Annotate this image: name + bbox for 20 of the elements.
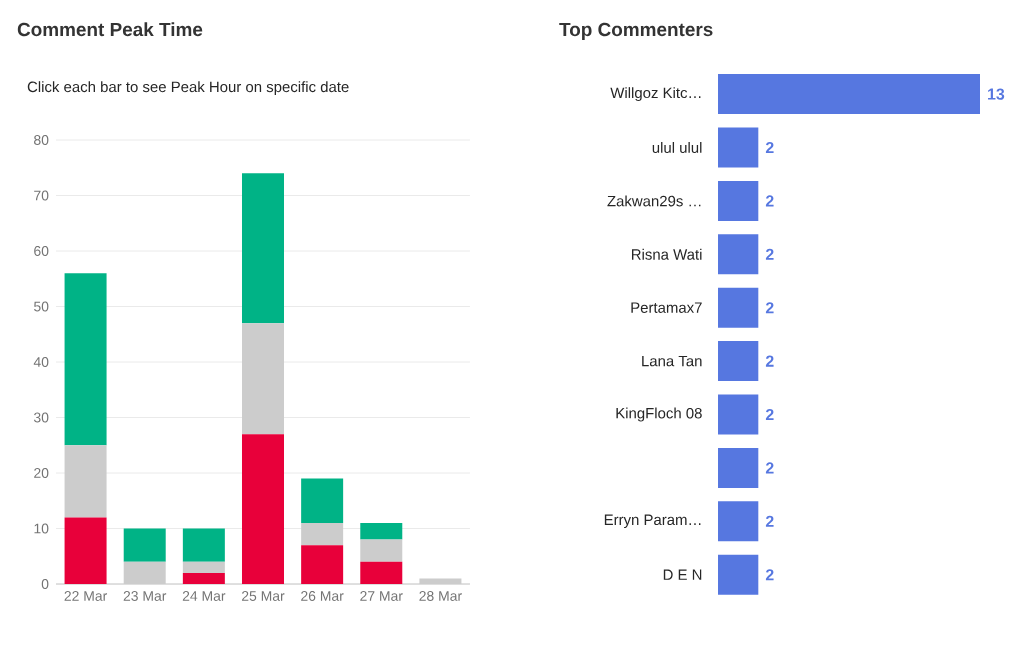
bar [301, 478, 344, 523]
bar [360, 561, 403, 584]
bar [123, 528, 166, 562]
bar [182, 561, 225, 573]
bar [419, 578, 462, 584]
bar [301, 522, 344, 546]
bar [64, 273, 107, 446]
chart-title: Comment Peak Time [17, 22, 203, 37]
chart-title: Top Commenters [559, 22, 713, 40]
bar [241, 434, 284, 584]
bar [360, 539, 403, 562]
bar [64, 445, 107, 518]
bar [301, 545, 344, 584]
bar [182, 572, 225, 584]
bar [123, 561, 166, 584]
bar [182, 528, 225, 562]
bar [360, 522, 403, 540]
bar [241, 173, 284, 324]
bar [241, 323, 284, 435]
bar [64, 517, 107, 584]
